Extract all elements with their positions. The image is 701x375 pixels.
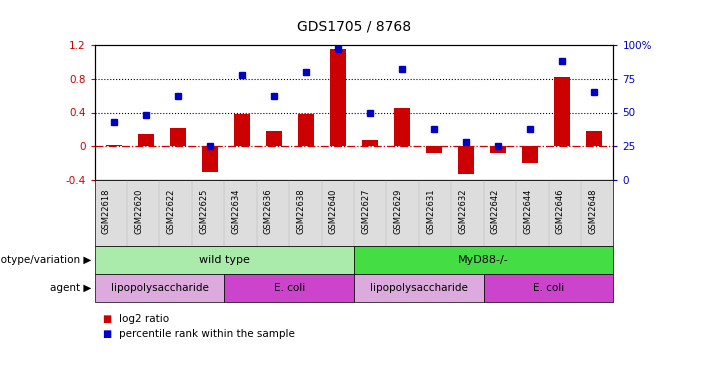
Text: GSM22620: GSM22620 [135, 189, 143, 234]
Text: lipopolysaccharide: lipopolysaccharide [370, 283, 468, 293]
Text: GSM22622: GSM22622 [167, 189, 176, 234]
Text: GSM22642: GSM22642 [491, 189, 500, 234]
Text: ■: ■ [102, 329, 111, 339]
Text: E. coli: E. coli [273, 283, 305, 293]
Text: GSM22627: GSM22627 [361, 189, 370, 234]
Text: GSM22625: GSM22625 [199, 189, 208, 234]
Text: GSM22648: GSM22648 [588, 189, 597, 234]
Text: GSM22634: GSM22634 [231, 189, 240, 234]
Text: ■: ■ [102, 314, 111, 324]
Text: GSM22636: GSM22636 [264, 189, 273, 234]
Bar [170, 128, 186, 146]
Bar [298, 114, 314, 146]
Text: GSM22640: GSM22640 [329, 189, 338, 234]
Bar [490, 146, 506, 153]
Text: agent ▶: agent ▶ [50, 283, 91, 293]
Bar [554, 77, 570, 146]
Text: percentile rank within the sample: percentile rank within the sample [119, 329, 295, 339]
Text: GSM22631: GSM22631 [426, 189, 435, 234]
Bar [426, 146, 442, 153]
Bar [202, 146, 218, 172]
Text: GSM22618: GSM22618 [102, 189, 111, 234]
Text: GDS1705 / 8768: GDS1705 / 8768 [297, 20, 411, 34]
Text: E. coli: E. coli [533, 283, 564, 293]
Bar [458, 146, 474, 174]
Text: GSM22644: GSM22644 [524, 189, 532, 234]
Bar [330, 49, 346, 146]
Bar [266, 131, 282, 146]
Text: lipopolysaccharide: lipopolysaccharide [111, 283, 208, 293]
Bar [586, 131, 602, 146]
Text: log2 ratio: log2 ratio [119, 314, 170, 324]
Bar [522, 146, 538, 163]
Text: GSM22638: GSM22638 [297, 189, 306, 234]
Bar [362, 140, 378, 146]
Text: GSM22629: GSM22629 [394, 189, 402, 234]
Text: genotype/variation ▶: genotype/variation ▶ [0, 255, 91, 265]
Text: GSM22632: GSM22632 [458, 189, 468, 234]
Bar [106, 145, 122, 146]
Bar [138, 134, 154, 146]
Bar [394, 108, 410, 146]
Text: MyD88-/-: MyD88-/- [458, 255, 509, 265]
Text: GSM22646: GSM22646 [556, 189, 565, 234]
Text: wild type: wild type [199, 255, 250, 265]
Bar [234, 114, 250, 146]
